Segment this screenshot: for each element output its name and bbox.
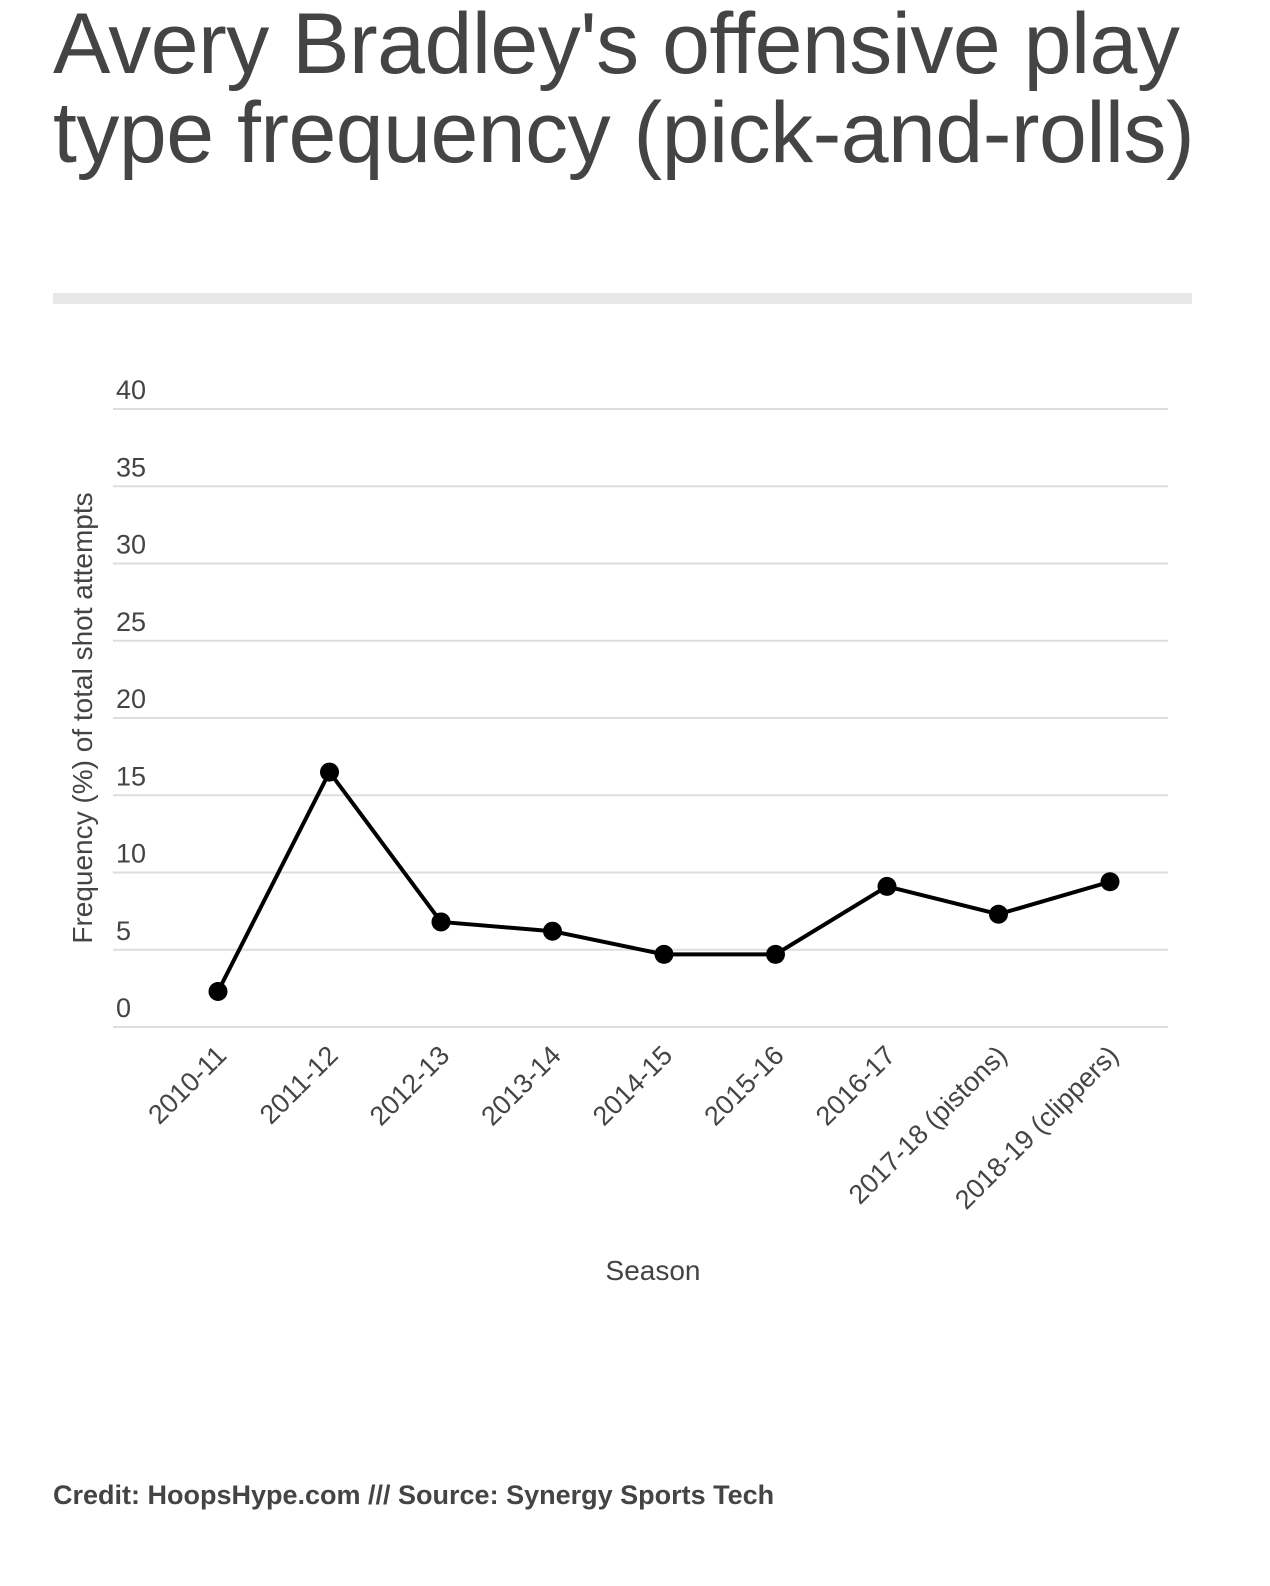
data-point xyxy=(320,762,339,782)
y-tick-label: 20 xyxy=(116,684,146,714)
x-tick-label: 2011-12 xyxy=(254,1040,344,1130)
x-tick-label: 2014-15 xyxy=(587,1040,678,1131)
y-tick-label: 15 xyxy=(116,761,146,791)
y-axis-ticks: 0 5 10 15 20 25 30 35 40 xyxy=(116,375,146,1023)
x-tick-label: 2010-11 xyxy=(142,1040,232,1130)
data-point xyxy=(208,981,228,1001)
x-tick-label: 2015-16 xyxy=(698,1040,789,1131)
y-tick-label: 25 xyxy=(116,607,146,637)
y-tick-label: 40 xyxy=(116,375,146,405)
credit-line: Credit: HoopsHype.com /// Source: Synerg… xyxy=(53,1480,775,1510)
gridlines xyxy=(113,408,1168,1028)
data-point xyxy=(989,904,1008,924)
x-axis-label: Season xyxy=(606,1255,701,1286)
data-point xyxy=(766,944,785,964)
data-points xyxy=(208,762,1120,1001)
x-tick-label: 2016-17 xyxy=(810,1040,901,1131)
y-tick-label: 30 xyxy=(116,530,146,560)
data-point xyxy=(654,944,674,964)
title-divider xyxy=(53,293,1192,304)
x-axis-ticks: 2010-11 2011-12 2012-13 2013-14 2014-15 2015-… xyxy=(142,1040,1124,1215)
y-tick-label: 0 xyxy=(116,993,131,1023)
data-point xyxy=(877,876,897,896)
y-tick-label: 35 xyxy=(116,452,146,482)
y-tick-label: 5 xyxy=(116,916,131,946)
x-tick-label: 2013-14 xyxy=(475,1040,566,1131)
chart-title: Avery Bradley's offensive play type freq… xyxy=(53,0,1195,181)
data-point xyxy=(431,912,451,932)
data-point xyxy=(1100,872,1120,892)
x-tick-label: 2012-13 xyxy=(364,1040,455,1131)
data-point xyxy=(543,921,562,941)
y-axis-label: Frequency (%) of total shot attempts xyxy=(67,492,98,943)
y-tick-label: 10 xyxy=(116,839,146,869)
